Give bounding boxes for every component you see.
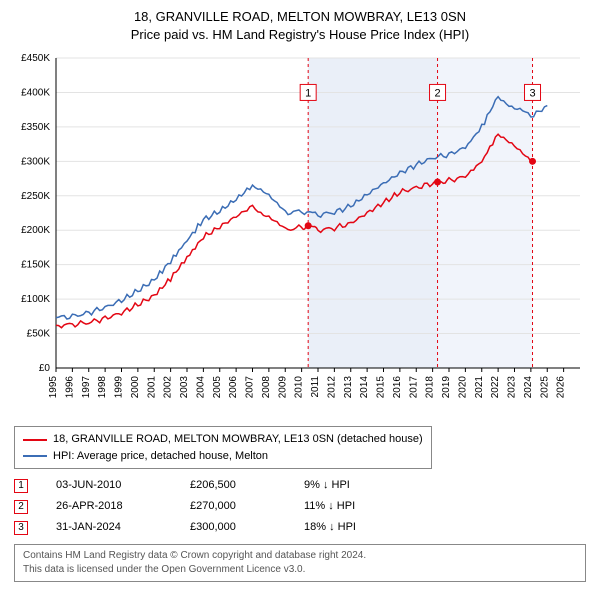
marker-date: 26-APR-2018 bbox=[56, 496, 166, 517]
svg-text:£350K: £350K bbox=[21, 122, 50, 133]
svg-text:£100K: £100K bbox=[21, 294, 50, 305]
legend-label: HPI: Average price, detached house, Melt… bbox=[53, 448, 268, 465]
svg-text:2018: 2018 bbox=[425, 376, 436, 399]
marker-pct: 18% ↓ HPI bbox=[304, 517, 404, 538]
svg-text:2014: 2014 bbox=[359, 376, 370, 399]
svg-text:2003: 2003 bbox=[179, 376, 190, 399]
legend-swatch bbox=[23, 439, 47, 441]
svg-text:1998: 1998 bbox=[97, 376, 108, 399]
svg-text:2004: 2004 bbox=[195, 376, 206, 399]
svg-text:£0: £0 bbox=[39, 363, 51, 374]
svg-text:2008: 2008 bbox=[261, 376, 272, 399]
marker-row: 1 03-JUN-2010 £206,500 9% ↓ HPI bbox=[14, 475, 586, 496]
svg-text:1999: 1999 bbox=[114, 376, 125, 399]
svg-text:£200K: £200K bbox=[21, 226, 50, 237]
svg-text:£300K: £300K bbox=[21, 157, 50, 168]
svg-text:1995: 1995 bbox=[48, 376, 59, 399]
marker-date: 03-JUN-2010 bbox=[56, 475, 166, 496]
svg-text:2019: 2019 bbox=[441, 376, 452, 399]
chart-title: 18, GRANVILLE ROAD, MELTON MOWBRAY, LE13… bbox=[12, 8, 588, 44]
svg-text:2005: 2005 bbox=[212, 376, 223, 399]
svg-text:2015: 2015 bbox=[376, 376, 387, 399]
svg-text:2026: 2026 bbox=[556, 376, 567, 399]
svg-text:2020: 2020 bbox=[457, 376, 468, 399]
marker-number: 3 bbox=[14, 521, 28, 535]
marker-price: £270,000 bbox=[190, 496, 280, 517]
svg-text:2012: 2012 bbox=[326, 376, 337, 399]
marker-price: £206,500 bbox=[190, 475, 280, 496]
svg-text:2007: 2007 bbox=[245, 376, 256, 399]
svg-text:£250K: £250K bbox=[21, 191, 50, 202]
title-line-1: 18, GRANVILLE ROAD, MELTON MOWBRAY, LE13… bbox=[12, 8, 588, 26]
svg-text:2011: 2011 bbox=[310, 376, 321, 398]
chart-svg: £0 £50K £100K £150K £200K £250K £300K £350K £400… bbox=[12, 50, 588, 420]
svg-text:£450K: £450K bbox=[21, 53, 50, 64]
marker-table: 1 03-JUN-2010 £206,500 9% ↓ HPI 2 26-APR-2018… bbox=[14, 475, 586, 538]
svg-text:1997: 1997 bbox=[81, 376, 92, 399]
svg-text:2016: 2016 bbox=[392, 376, 403, 399]
svg-text:3: 3 bbox=[529, 88, 535, 100]
svg-text:2022: 2022 bbox=[490, 376, 501, 399]
legend-item: HPI: Average price, detached house, Melt… bbox=[23, 448, 423, 465]
legend-swatch bbox=[23, 455, 47, 457]
attribution-line-2: This data is licensed under the Open Gov… bbox=[23, 563, 577, 577]
svg-text:2: 2 bbox=[434, 88, 440, 100]
legend: 18, GRANVILLE ROAD, MELTON MOWBRAY, LE13… bbox=[14, 426, 432, 469]
title-line-2: Price paid vs. HM Land Registry's House … bbox=[12, 26, 588, 44]
attribution-line-1: Contains HM Land Registry data © Crown c… bbox=[23, 549, 577, 563]
marker-row: 2 26-APR-2018 £270,000 11% ↓ HPI bbox=[14, 496, 586, 517]
marker-price: £300,000 bbox=[190, 517, 280, 538]
marker-pct: 9% ↓ HPI bbox=[304, 475, 404, 496]
svg-text:£50K: £50K bbox=[27, 329, 51, 340]
legend-item: 18, GRANVILLE ROAD, MELTON MOWBRAY, LE13… bbox=[23, 431, 423, 448]
svg-text:2006: 2006 bbox=[228, 376, 239, 399]
marker-date: 31-JAN-2024 bbox=[56, 517, 166, 538]
svg-text:2025: 2025 bbox=[539, 376, 550, 399]
attribution: Contains HM Land Registry data © Crown c… bbox=[14, 544, 586, 582]
svg-text:2010: 2010 bbox=[294, 376, 305, 399]
svg-text:1: 1 bbox=[305, 88, 311, 100]
svg-text:2024: 2024 bbox=[523, 376, 534, 399]
chart-container: 18, GRANVILLE ROAD, MELTON MOWBRAY, LE13… bbox=[0, 0, 600, 596]
marker-pct: 11% ↓ HPI bbox=[304, 496, 404, 517]
svg-text:2017: 2017 bbox=[408, 376, 419, 399]
svg-text:2021: 2021 bbox=[474, 376, 485, 399]
svg-text:2000: 2000 bbox=[130, 376, 141, 399]
marker-row: 3 31-JAN-2024 £300,000 18% ↓ HPI bbox=[14, 517, 586, 538]
svg-text:2001: 2001 bbox=[146, 376, 157, 399]
svg-text:£150K: £150K bbox=[21, 260, 50, 271]
svg-text:2009: 2009 bbox=[277, 376, 288, 399]
marker-number: 1 bbox=[14, 479, 28, 493]
svg-text:2023: 2023 bbox=[507, 376, 518, 399]
legend-label: 18, GRANVILLE ROAD, MELTON MOWBRAY, LE13… bbox=[53, 431, 423, 448]
line-chart: £0 £50K £100K £150K £200K £250K £300K £350K £400… bbox=[12, 50, 588, 420]
svg-text:2013: 2013 bbox=[343, 376, 354, 399]
svg-text:£400K: £400K bbox=[21, 88, 50, 99]
svg-text:1996: 1996 bbox=[64, 376, 75, 399]
marker-number: 2 bbox=[14, 500, 28, 514]
svg-text:2002: 2002 bbox=[163, 376, 174, 399]
